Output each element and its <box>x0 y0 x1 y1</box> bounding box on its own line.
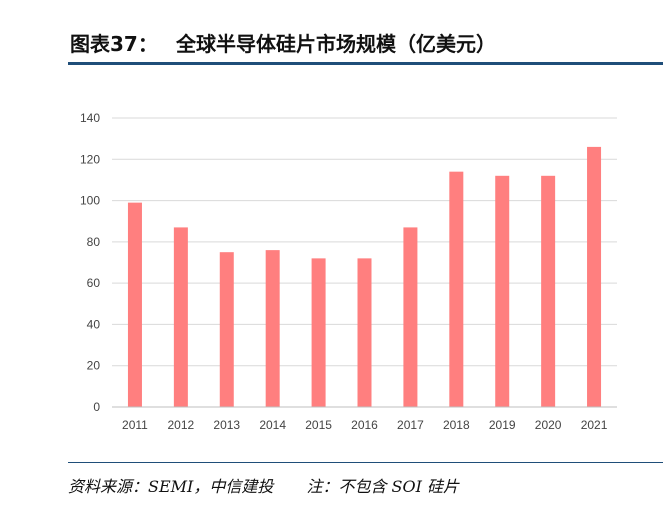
figure-footer: 资料来源：SEMI，中信建投 注：不包含 SOI 硅片 <box>68 462 663 497</box>
bar <box>495 175 510 407</box>
bar-series <box>127 146 602 407</box>
x-tick-label: 2013 <box>213 418 240 432</box>
y-tick-label: 140 <box>80 111 100 125</box>
y-tick-label: 20 <box>87 359 101 373</box>
x-tick-label: 2015 <box>305 418 332 432</box>
bar <box>219 252 234 407</box>
y-tick-label: 120 <box>80 152 100 166</box>
source-note: 资料来源：SEMI，中信建投 <box>68 477 274 496</box>
x-tick-label: 2012 <box>168 418 195 432</box>
x-axis: 2011 2012 2013 2014 2015 2016 2017 2018 2019 2020… <box>112 406 617 432</box>
x-tick-label: 2018 <box>443 418 470 432</box>
x-tick-label: 2011 <box>122 418 148 432</box>
x-tick-label: 2019 <box>489 418 516 432</box>
x-tick-label: 2014 <box>259 418 286 432</box>
y-tick-label: 60 <box>87 276 101 290</box>
x-tick-label: 2020 <box>535 418 562 432</box>
figure-label: 图表37： <box>70 32 158 56</box>
bar <box>449 171 464 407</box>
bar <box>173 227 188 407</box>
bar <box>265 250 280 407</box>
x-tick-label: 2021 <box>581 418 608 432</box>
bar <box>311 258 326 407</box>
bar <box>541 175 556 407</box>
x-tick-label: 2017 <box>397 418 424 432</box>
y-tick-label: 0 <box>93 400 100 414</box>
figure-title: 全球半导体硅片市场规模（亿美元） <box>176 32 496 56</box>
bar <box>587 146 602 407</box>
y-axis: 0 20 40 60 80 100 120 140 <box>80 111 100 414</box>
x-tick-label: 2016 <box>351 418 378 432</box>
y-tick-label: 100 <box>80 194 100 208</box>
y-tick-label: 40 <box>87 317 101 331</box>
footnote: 注：不包含 SOI 硅片 <box>306 477 460 496</box>
figure-header: 图表37： 全球半导体硅片市场规模（亿美元） <box>68 22 663 65</box>
bar <box>127 202 142 407</box>
y-tick-label: 80 <box>87 235 101 249</box>
bar <box>357 258 372 407</box>
bar <box>403 227 418 407</box>
